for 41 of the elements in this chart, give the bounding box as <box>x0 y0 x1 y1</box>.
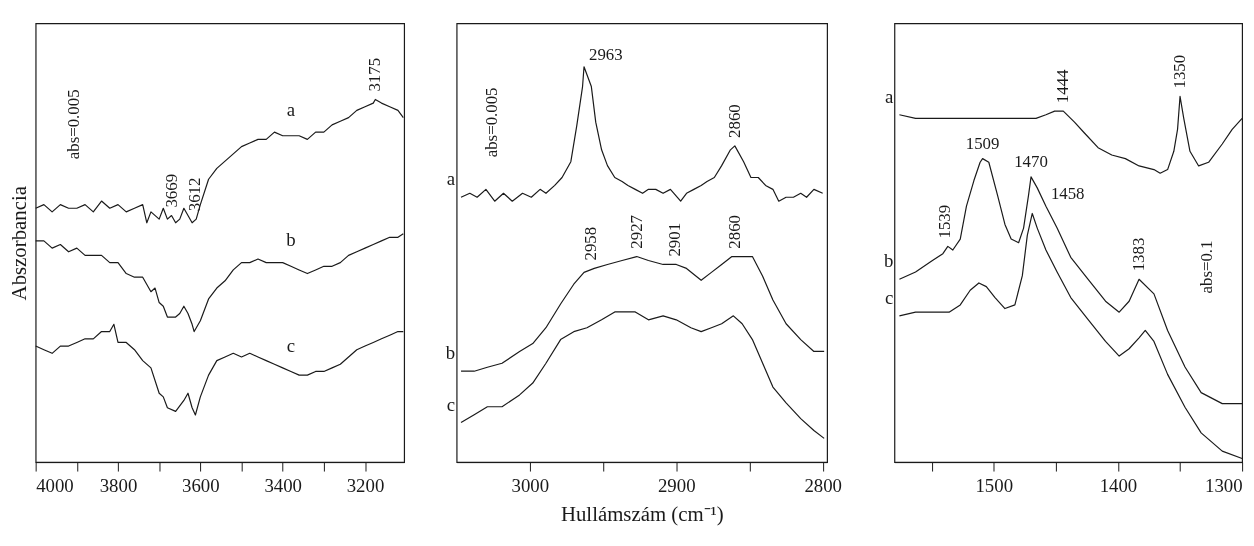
x-tick-label: 2900 <box>657 475 696 497</box>
series-label: b <box>884 250 894 272</box>
annotation: abs=0.1 <box>1197 240 1217 294</box>
annotation: 1383 <box>1129 237 1149 272</box>
x-tick-label: 3000 <box>511 475 550 497</box>
series-label: b <box>286 229 296 251</box>
annotation: 1470 <box>1014 152 1048 171</box>
x-tick-label: 1400 <box>1099 475 1138 497</box>
annotation: 1509 <box>965 133 1000 153</box>
annotation: 3612 <box>185 177 205 212</box>
series-label: c <box>446 393 456 415</box>
annotation: 2860 <box>724 214 744 249</box>
annotation: 2963 <box>588 44 623 64</box>
series-label: a <box>286 98 296 120</box>
annotation: 2927 <box>626 214 646 249</box>
annotation: 3175 <box>365 57 385 92</box>
x-tick-label: 3200 <box>346 475 385 497</box>
series-label: a <box>446 168 456 190</box>
x-tick-label: 4000 <box>36 475 74 497</box>
x-tick-label: 3800 <box>99 475 138 497</box>
x-tick-label: 1300 <box>1205 475 1243 497</box>
annotation: 1350 <box>1169 54 1189 89</box>
annotation: 2860 <box>724 104 744 138</box>
series-label: b <box>445 342 456 364</box>
annotation: 3669 <box>161 173 181 208</box>
annotation: 2958 <box>581 226 601 261</box>
x-axis-title: Hullámszám (cm⁻¹) <box>560 502 724 527</box>
series-label: c <box>885 286 894 308</box>
annotation: 1539 <box>935 204 955 239</box>
x-tick-label: 3400 <box>264 475 302 497</box>
annotation: abs=0.005 <box>482 87 502 158</box>
annotation: 1458 <box>1050 184 1085 204</box>
y-axis-title: Abszorbancia <box>7 186 31 301</box>
annotation: 2901 <box>664 222 684 257</box>
x-tick-label: 2800 <box>804 475 842 497</box>
series-label: c <box>286 334 296 356</box>
x-tick-label: 1500 <box>975 475 1014 497</box>
series-label: a <box>885 85 895 107</box>
annotation: 1444 <box>1053 68 1073 104</box>
x-tick-label: 3600 <box>182 475 220 497</box>
annotation: abs=0.005 <box>64 89 84 160</box>
